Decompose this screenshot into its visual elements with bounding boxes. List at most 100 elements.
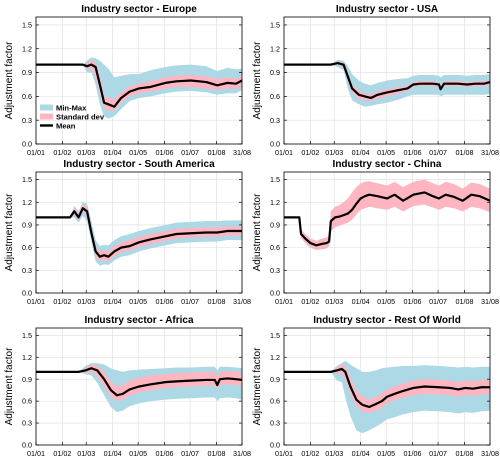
x-tick-label: 01/05: [129, 148, 147, 157]
std-band: [36, 364, 242, 402]
plot-frame: [283, 171, 491, 294]
y-tick-label: 0.3: [22, 266, 32, 275]
y-tick-label: 1.5: [270, 21, 280, 30]
x-tick-label: 01/06: [156, 449, 174, 458]
x-tick-label: 01/05: [377, 148, 395, 157]
x-tick-label: 01/01: [275, 148, 293, 157]
x-tick-label: 01/05: [129, 297, 147, 306]
minmax-band: [284, 59, 490, 107]
chart-panel: 0.0 0.3 0.6 0.9 1.2 1.5 01/01 01/02 01/03 01/04 01…: [252, 4, 499, 157]
y-tick-label: 1.2: [22, 353, 32, 362]
x-tick-label: 01/07: [181, 449, 199, 458]
x-tick-label: 31/08: [481, 148, 499, 157]
y-tick-label: 0.0: [270, 140, 280, 149]
chart-title: Industry sector - South America: [63, 159, 215, 170]
mean-line: [36, 207, 242, 258]
chart-title: Industry sector - Rest Of World: [313, 315, 461, 326]
y-tick-label: 1.5: [22, 21, 32, 30]
x-tick-label: 01/04: [352, 449, 370, 458]
x-tick-label: 01/08: [207, 148, 225, 157]
x-tick-label: 01/07: [429, 297, 447, 306]
y-tick-label: 0.9: [22, 375, 32, 384]
x-tick-label: 01/05: [377, 297, 395, 306]
y-tick-label: 1.5: [22, 331, 32, 340]
x-tick-label: 01/06: [404, 297, 422, 306]
chart-panel: 0.0 0.3 0.6 0.9 1.2 1.5 01/01 01/02 01/03 01/04 01…: [252, 159, 499, 306]
mean-line: [284, 367, 490, 409]
y-tick-label: 0.0: [270, 289, 280, 298]
y-tick-label: 0.3: [22, 419, 32, 428]
x-tick-label: 01/03: [325, 297, 343, 306]
y-tick-label: 0.3: [270, 116, 280, 125]
chart-panel: 0.0 0.3 0.6 0.9 1.2 1.5 01/01 01/02 01/03 01/04 01…: [252, 315, 499, 458]
y-tick-label: 1.2: [270, 198, 280, 207]
y-tick-label: 0.9: [22, 68, 32, 77]
x-tick-label: 01/02: [53, 449, 71, 458]
y-tick-label: 0.0: [22, 140, 32, 149]
x-tick-label: 01/06: [404, 449, 422, 458]
x-tick-label: 31/08: [481, 449, 499, 458]
y-tick-label: 0.6: [22, 243, 32, 252]
y-tick-label: 0.0: [270, 441, 280, 450]
x-tick-label: 01/07: [181, 148, 199, 157]
y-tick-label: 0.6: [270, 92, 280, 101]
y-tick-label: 0.3: [270, 266, 280, 275]
chart-panel: 0.0 0.3 0.6 0.9 1.2 1.5 01/01 01/02 01/03 01/04 01…: [4, 159, 251, 306]
y-tick-label: 1.5: [270, 331, 280, 340]
x-tick-label: 01/04: [104, 449, 122, 458]
x-tick-label: 01/07: [429, 449, 447, 458]
mean-line: [36, 367, 243, 397]
y-tick-label: 0.6: [270, 243, 280, 252]
chart-title: Industry sector - USA: [336, 4, 438, 15]
chart-title: Industry sector - Europe: [81, 4, 197, 15]
y-tick-label: 0.0: [22, 289, 32, 298]
x-tick-label: 01/03: [325, 148, 343, 157]
x-tick-label: 31/08: [233, 297, 251, 306]
y-tick-label: 0.3: [270, 419, 280, 428]
x-tick-label: 01/08: [455, 148, 473, 157]
x-tick-label: 01/04: [352, 148, 370, 157]
x-tick-label: 01/03: [77, 148, 95, 157]
x-tick-label: 01/03: [77, 449, 95, 458]
legend-label: Min-Max: [56, 103, 87, 112]
y-tick-label: 0.9: [270, 375, 280, 384]
x-tick-label: 01/05: [377, 449, 395, 458]
y-tick-label: 0.0: [22, 441, 32, 450]
mean-line: [284, 61, 491, 100]
x-tick-label: 01/06: [404, 148, 422, 157]
x-tick-label: 01/06: [156, 148, 174, 157]
legend-label: Mean: [56, 121, 76, 130]
x-tick-label: 01/03: [77, 297, 95, 306]
y-tick-label: 1.2: [22, 44, 32, 53]
x-tick-label: 31/08: [233, 148, 251, 157]
y-tick-label: 0.9: [270, 221, 280, 230]
y-axis-label: Adjustment factor: [4, 347, 15, 425]
x-tick-label: 01/01: [275, 297, 293, 306]
legend-swatch: [40, 113, 53, 120]
legend-swatch: [40, 104, 53, 111]
plot-frame: [35, 16, 243, 145]
plot-frame: [283, 327, 491, 446]
x-tick-label: 01/08: [455, 449, 473, 458]
chart-panel: 0.0 0.3 0.6 0.9 1.2 1.5 01/01 01/02 01/03 01/04 01…: [4, 4, 251, 157]
x-tick-label: 01/02: [301, 148, 319, 157]
chart-title: Industry sector - China: [333, 159, 442, 170]
x-tick-label: 01/08: [207, 297, 225, 306]
x-tick-label: 01/07: [181, 297, 199, 306]
x-tick-label: 31/08: [481, 297, 499, 306]
y-tick-label: 0.9: [270, 68, 280, 77]
y-tick-label: 1.5: [270, 175, 280, 184]
x-tick-label: 01/02: [53, 297, 71, 306]
chart-panel: 0.0 0.3 0.6 0.9 1.2 1.5 01/01 01/02 01/03 01/04 01…: [4, 315, 251, 458]
y-axis-label: Adjustment factor: [252, 41, 263, 119]
y-tick-label: 1.2: [270, 44, 280, 53]
y-tick-label: 1.2: [270, 353, 280, 362]
y-axis-label: Adjustment factor: [252, 193, 263, 271]
x-tick-label: 01/02: [301, 449, 319, 458]
plot-frame: [283, 16, 491, 145]
x-tick-label: 01/08: [207, 449, 225, 458]
x-tick-label: 01/02: [53, 148, 71, 157]
x-tick-label: 01/04: [352, 297, 370, 306]
